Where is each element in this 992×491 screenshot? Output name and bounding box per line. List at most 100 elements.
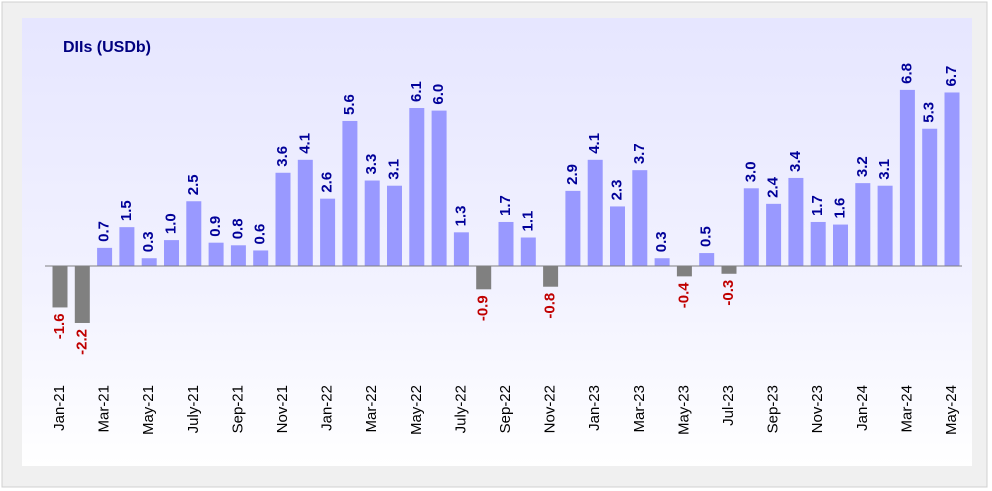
value-label: -1.6 <box>51 313 68 339</box>
bar <box>342 120 358 267</box>
bar <box>74 266 90 323</box>
bar <box>543 266 559 287</box>
x-tick-label: Mar-21 <box>96 385 113 433</box>
bar <box>810 221 826 266</box>
bar <box>699 253 715 266</box>
value-label: -0.4 <box>675 282 692 309</box>
x-tick-label: Sep-23 <box>765 385 782 433</box>
x-tick-label: Sep-22 <box>497 385 514 433</box>
x-tick-label: Mar-22 <box>363 385 380 433</box>
bar <box>387 185 402 266</box>
value-label: 1.3 <box>452 205 469 226</box>
bar <box>431 110 447 266</box>
bar <box>610 206 625 266</box>
bar <box>119 227 135 266</box>
bar <box>476 266 492 290</box>
value-label: -0.3 <box>720 280 737 306</box>
value-label: 6.8 <box>898 63 915 84</box>
value-label: 2.4 <box>765 176 782 198</box>
x-tick-label: May-24 <box>943 385 960 435</box>
chart-title: DIIs (USDb) <box>63 39 151 56</box>
value-label: 6.1 <box>408 81 425 102</box>
bar <box>320 198 336 266</box>
value-label: -0.8 <box>542 293 559 319</box>
bar <box>565 190 581 266</box>
value-label: 1.7 <box>497 195 514 216</box>
x-tick-label: July-21 <box>185 385 202 433</box>
value-label: 0.5 <box>698 226 715 247</box>
bar <box>654 258 670 266</box>
value-label: 0.3 <box>140 231 157 252</box>
x-tick-label: Jan-23 <box>586 385 603 431</box>
bar <box>275 172 291 266</box>
value-label: 1.6 <box>831 198 848 219</box>
bar <box>743 188 759 266</box>
value-label: 1.1 <box>519 211 536 232</box>
bar <box>587 159 603 266</box>
bar <box>944 92 960 266</box>
x-tick-label: July-22 <box>452 385 469 433</box>
value-label: 0.7 <box>96 221 113 242</box>
bar <box>498 221 514 266</box>
bar <box>297 159 313 266</box>
bar <box>855 183 871 266</box>
value-label: 3.0 <box>742 161 759 182</box>
x-tick-label: Nov-23 <box>809 385 826 433</box>
bar <box>52 266 68 308</box>
value-label: 2.6 <box>319 172 336 193</box>
value-label: 2.9 <box>564 164 581 185</box>
value-label: 3.1 <box>876 159 893 180</box>
x-tick-label: Jan-22 <box>319 385 336 431</box>
x-tick-label: May-21 <box>140 385 157 435</box>
bar <box>520 237 536 266</box>
bar <box>409 108 425 266</box>
value-label: 2.3 <box>608 180 625 201</box>
value-label: 5.6 <box>341 94 358 115</box>
x-tick-label: May-22 <box>408 385 425 435</box>
value-label: -0.9 <box>475 295 492 321</box>
value-label: 3.3 <box>363 154 380 175</box>
bar <box>364 180 380 266</box>
value-label: 0.3 <box>653 231 670 252</box>
value-label: 0.6 <box>252 224 269 245</box>
bar <box>97 247 113 266</box>
x-tick-label: Jan-21 <box>51 385 68 431</box>
bar <box>164 240 179 266</box>
x-tick-label: Mar-23 <box>631 385 648 433</box>
value-label: 4.1 <box>296 133 313 154</box>
bar <box>186 201 202 266</box>
x-tick-label: Nov-21 <box>274 385 291 433</box>
x-tick-label: May-23 <box>675 385 692 435</box>
x-tick-label: Mar-24 <box>898 385 915 433</box>
value-label: 1.7 <box>809 195 826 216</box>
bar <box>766 203 782 266</box>
bar <box>632 170 648 266</box>
value-label: -2.2 <box>73 329 90 355</box>
value-label: 3.1 <box>385 159 402 180</box>
bar <box>253 250 269 266</box>
value-label: 3.7 <box>631 143 648 164</box>
x-tick-label: Sep-21 <box>229 385 246 433</box>
bar <box>833 224 848 266</box>
value-label: 5.3 <box>921 102 938 123</box>
bar <box>877 185 893 266</box>
value-label: 3.2 <box>854 156 871 177</box>
bar <box>899 89 915 266</box>
bar <box>676 266 692 277</box>
value-label: 1.5 <box>118 200 135 221</box>
bar <box>230 245 246 266</box>
bar <box>453 232 469 266</box>
x-tick-label: Nov-22 <box>542 385 559 433</box>
bar <box>788 177 804 266</box>
value-label: 3.4 <box>787 150 804 172</box>
x-tick-label: Jul-23 <box>720 385 737 426</box>
value-label: 3.6 <box>274 146 291 167</box>
bar <box>721 266 737 274</box>
value-label: 0.8 <box>229 218 246 239</box>
value-label: 1.0 <box>162 213 179 234</box>
value-label: 2.5 <box>185 174 202 195</box>
value-label: 6.0 <box>430 84 447 105</box>
bar <box>922 128 938 266</box>
